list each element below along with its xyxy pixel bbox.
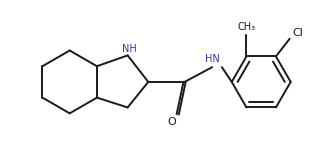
Text: Cl: Cl xyxy=(292,28,303,38)
Text: HN: HN xyxy=(205,54,219,64)
Text: CH₃: CH₃ xyxy=(237,22,255,32)
Text: O: O xyxy=(167,117,176,127)
Text: NH: NH xyxy=(122,44,137,53)
